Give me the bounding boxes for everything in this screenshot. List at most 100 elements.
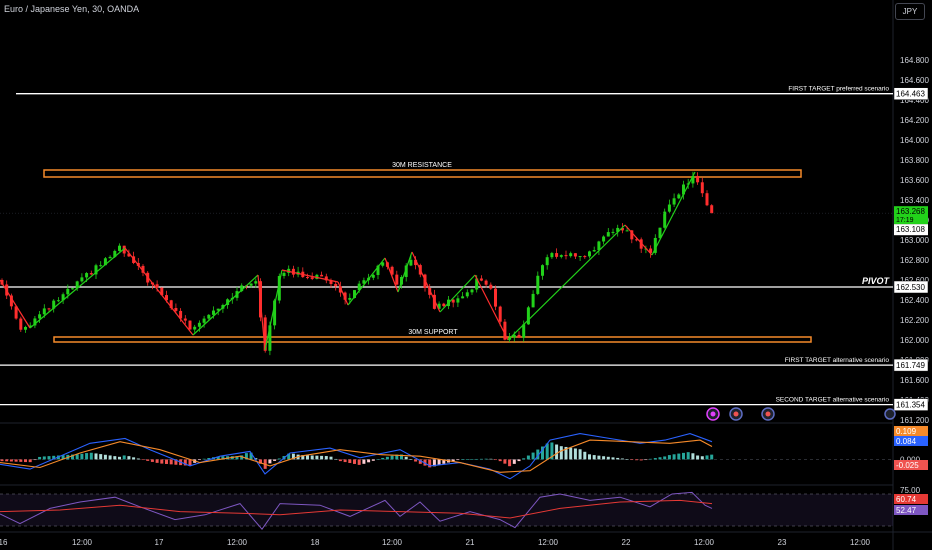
- candle-body: [649, 248, 653, 253]
- macd-hist-bar: [710, 454, 714, 460]
- candle-body: [541, 265, 544, 276]
- candle-body: [376, 265, 380, 275]
- macd-hist-bar: [188, 459, 192, 466]
- last-price-box: [894, 206, 928, 225]
- macd-hist-bar: [287, 453, 291, 460]
- candle-body: [592, 250, 596, 252]
- level-value: 161.354: [896, 401, 925, 410]
- zigzag-segment: [651, 171, 696, 256]
- macd-hist-bar: [343, 459, 347, 463]
- macd-hist-bar: [80, 453, 84, 460]
- candle-body: [254, 281, 258, 284]
- y-tick-label: 161.200: [900, 416, 929, 425]
- candle-body: [338, 286, 342, 293]
- macd-label: 0.084: [896, 437, 917, 446]
- macd-hist-bar: [564, 446, 568, 460]
- level-label: FIRST TARGET alternative scenario: [785, 357, 890, 364]
- macd-hist-bar: [512, 459, 516, 464]
- candle-body: [578, 256, 582, 258]
- level-value: 164.463: [896, 90, 925, 99]
- rsi-axis-tick: 75.00: [900, 486, 921, 495]
- candle-body: [635, 239, 638, 241]
- currency-button[interactable]: JPY: [895, 3, 925, 20]
- macd-hist-bar: [522, 458, 526, 460]
- macd-hist-bar: [183, 459, 187, 466]
- candle-body: [550, 253, 554, 258]
- candle-body: [663, 211, 667, 228]
- macd-hist-bar: [141, 459, 145, 461]
- macd-hist-bar: [28, 459, 32, 463]
- x-tick-label: 12:00: [538, 538, 559, 547]
- macd-hist-bar: [24, 459, 27, 463]
- signal-label: 0.109: [896, 427, 917, 436]
- candle-body: [536, 275, 540, 294]
- macd-hist-bar: [428, 459, 432, 468]
- macd-hist-bar: [122, 455, 126, 460]
- candle-body: [24, 326, 27, 330]
- zigzag-segment: [397, 251, 413, 293]
- macd-hist-bar: [649, 458, 653, 460]
- candle-body: [564, 255, 568, 257]
- candle-body: [479, 278, 483, 281]
- macd-hist-bar: [465, 459, 469, 460]
- zigzag-segment: [439, 274, 476, 313]
- candle-body: [28, 325, 32, 327]
- candle-body: [334, 283, 338, 287]
- x-tick-label: 16: [0, 538, 8, 547]
- macd-hist-bar: [174, 459, 178, 465]
- level-value-box: [893, 358, 929, 372]
- macd-hist-bar: [169, 459, 173, 465]
- candle-body: [80, 277, 84, 282]
- macd-hist-bar: [644, 459, 648, 461]
- candle-body: [324, 276, 328, 281]
- candle-body: [75, 281, 79, 289]
- y-tick-label: 164.400: [900, 96, 929, 105]
- candle-body: [169, 300, 173, 309]
- rsi-ma-line: [0, 499, 713, 519]
- candle-body: [522, 324, 526, 338]
- x-tick-label: 17: [155, 538, 164, 547]
- zone-box: [53, 336, 812, 343]
- candle-body: [409, 259, 413, 266]
- candle-body: [545, 257, 549, 266]
- hist-label: -0.025: [896, 461, 919, 470]
- hist-label-box: [894, 460, 928, 470]
- x-tick-label: 21: [466, 538, 475, 547]
- macd-hist-bar: [160, 459, 164, 464]
- candle-body: [122, 245, 126, 254]
- candle-body: [273, 300, 277, 326]
- macd-hist-bar: [155, 459, 159, 463]
- x-tick-label: 12:00: [850, 538, 871, 547]
- candle-body: [183, 318, 187, 321]
- candle-body: [559, 255, 563, 257]
- macd-hist-bar: [494, 459, 497, 461]
- candle-body: [103, 258, 107, 266]
- candle-body: [700, 182, 704, 194]
- x-tick-label: 12:00: [382, 538, 403, 547]
- candle-body: [329, 280, 333, 284]
- zigzag-segment: [124, 247, 194, 336]
- rsi-label-box: [894, 505, 928, 515]
- macd-hist-bar: [353, 459, 356, 464]
- candle-body: [555, 253, 559, 257]
- macd-hist-bar: [620, 458, 624, 460]
- candle-body: [306, 277, 309, 279]
- candle-body: [667, 204, 671, 212]
- zigzag-segment: [281, 269, 339, 283]
- macd-hist-bar: [475, 458, 479, 460]
- candle-body: [52, 300, 56, 309]
- macd-hist-bar: [508, 459, 512, 467]
- candle-body: [461, 296, 465, 299]
- candle-body: [277, 276, 281, 301]
- candle-body: [475, 278, 479, 290]
- macd-hist-bar: [150, 459, 154, 462]
- candle-body: [494, 288, 497, 307]
- zone-label: 30M SUPPORT: [408, 329, 458, 336]
- macd-hist-bar: [47, 456, 51, 460]
- level-label: FIRST TARGET preferred scenario: [788, 86, 889, 93]
- event-icon-dot: [733, 411, 739, 417]
- candle-body: [108, 256, 112, 259]
- macd-hist-bar: [9, 459, 13, 462]
